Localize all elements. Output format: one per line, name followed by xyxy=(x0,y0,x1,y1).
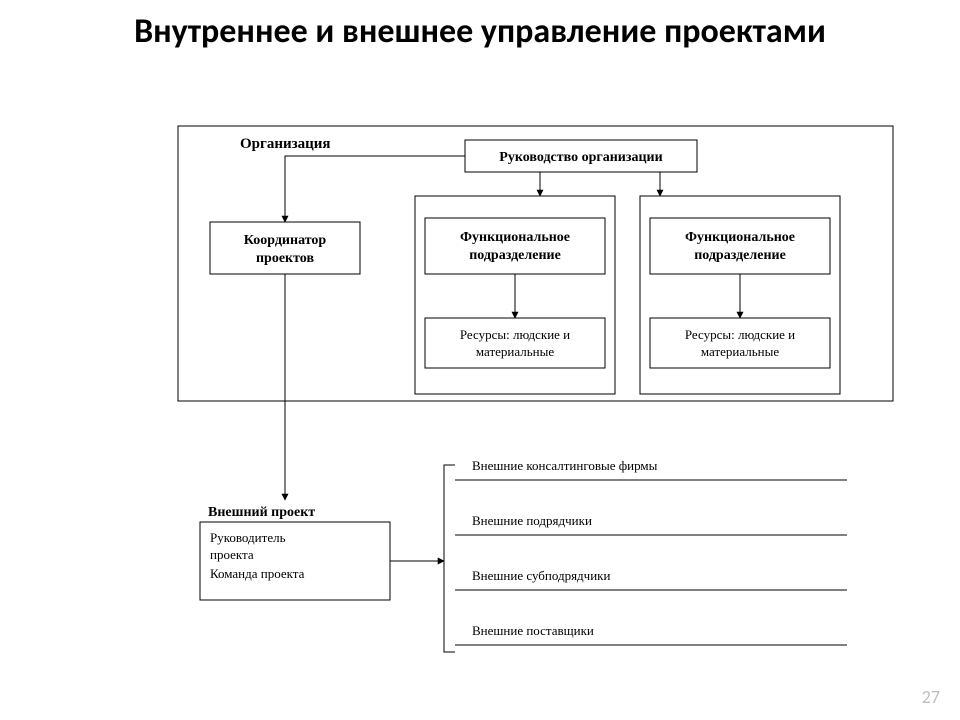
pm-l1: Руководитель xyxy=(210,530,286,545)
ext-row1-label: Внешние консалтинговые фирмы xyxy=(472,458,658,473)
node-res2 xyxy=(650,318,830,368)
ext-row3-label: Внешние субподрядчики xyxy=(472,568,610,583)
node-func1-l1: Функциональное xyxy=(460,230,570,245)
edge-mgmt-coord xyxy=(285,156,465,222)
node-res1-l2: материальные xyxy=(476,344,554,359)
node-res2-l1: Ресурсы: людские и xyxy=(685,327,795,342)
node-res1 xyxy=(425,318,605,368)
page-number: 27 xyxy=(922,686,940,708)
slide: Внутреннее и внешнее управление проектам… xyxy=(0,0,960,720)
node-mgmt-label: Руководство организации xyxy=(499,150,662,165)
pm-l2: проекта xyxy=(210,547,254,562)
node-coord-l1: Координатор xyxy=(244,233,327,248)
ext-row4-label: Внешние поставщики xyxy=(472,623,594,638)
node-func1 xyxy=(425,218,605,274)
node-func2-l2: подразделение xyxy=(694,248,786,263)
node-func2-l1: Функциональное xyxy=(685,230,795,245)
node-res2-l2: материальные xyxy=(701,344,779,359)
ext-bracket xyxy=(444,465,455,652)
node-res1-l1: Ресурсы: людские и xyxy=(460,327,570,342)
node-coord-l2: проектов xyxy=(256,251,314,266)
diagram-svg: Организация Руководство организации Коор… xyxy=(60,112,900,672)
node-func1-l2: подразделение xyxy=(469,248,561,263)
org-label: Организация xyxy=(240,136,331,152)
pm-l3: Команда проекта xyxy=(210,566,305,581)
slide-title: Внутреннее и внешнее управление проектам… xyxy=(0,12,960,51)
node-func2 xyxy=(650,218,830,274)
node-coord xyxy=(210,222,360,274)
ext-project-label: Внешний проект xyxy=(208,505,315,520)
ext-row2-label: Внешние подрядчики xyxy=(472,513,592,528)
